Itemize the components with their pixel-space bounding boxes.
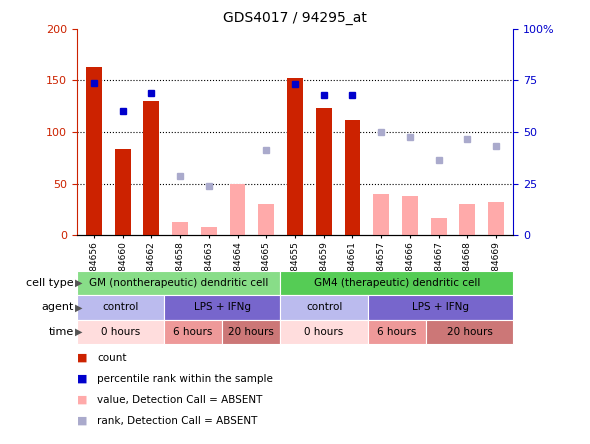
Text: 0 hours: 0 hours <box>304 327 344 337</box>
Text: ■: ■ <box>77 374 87 384</box>
Text: 0 hours: 0 hours <box>101 327 140 337</box>
Text: ▶: ▶ <box>75 302 83 313</box>
Text: ▶: ▶ <box>75 278 83 288</box>
Text: ■: ■ <box>77 395 87 405</box>
Bar <box>77 295 164 320</box>
Bar <box>164 320 222 344</box>
Text: percentile rank within the sample: percentile rank within the sample <box>97 374 273 384</box>
Bar <box>373 194 389 235</box>
Text: ■: ■ <box>77 353 87 363</box>
Text: time: time <box>48 327 74 337</box>
Text: 20 hours: 20 hours <box>228 327 274 337</box>
Bar <box>230 184 245 235</box>
Bar <box>86 67 102 235</box>
Text: value, Detection Call = ABSENT: value, Detection Call = ABSENT <box>97 395 263 405</box>
Text: ▶: ▶ <box>75 327 83 337</box>
Text: control: control <box>306 302 342 313</box>
Bar <box>143 101 159 235</box>
Bar <box>172 222 188 235</box>
Bar <box>368 320 426 344</box>
Bar <box>77 271 280 295</box>
Text: control: control <box>102 302 139 313</box>
Bar <box>222 320 280 344</box>
Text: 20 hours: 20 hours <box>447 327 493 337</box>
Bar <box>280 295 368 320</box>
Bar <box>460 204 475 235</box>
Bar <box>426 320 513 344</box>
Text: 6 hours: 6 hours <box>377 327 417 337</box>
Bar <box>345 120 360 235</box>
Bar <box>201 227 217 235</box>
Bar <box>368 295 513 320</box>
Bar <box>402 196 418 235</box>
Text: GM4 (therapeutic) dendritic cell: GM4 (therapeutic) dendritic cell <box>314 278 480 288</box>
Bar <box>287 79 303 235</box>
Text: 6 hours: 6 hours <box>173 327 213 337</box>
Text: ■: ■ <box>77 416 87 426</box>
Bar <box>488 202 504 235</box>
Text: LPS + IFNg: LPS + IFNg <box>412 302 469 313</box>
Text: agent: agent <box>41 302 74 313</box>
Bar <box>431 218 447 235</box>
Bar <box>164 295 280 320</box>
Text: cell type: cell type <box>26 278 74 288</box>
Text: GM (nontherapeutic) dendritic cell: GM (nontherapeutic) dendritic cell <box>89 278 268 288</box>
Bar <box>77 320 164 344</box>
Bar <box>316 108 332 235</box>
Text: LPS + IFNg: LPS + IFNg <box>194 302 251 313</box>
Bar <box>280 271 513 295</box>
Bar <box>258 204 274 235</box>
Text: count: count <box>97 353 127 363</box>
Text: rank, Detection Call = ABSENT: rank, Detection Call = ABSENT <box>97 416 258 426</box>
Bar <box>115 149 130 235</box>
Bar <box>280 320 368 344</box>
Text: GDS4017 / 94295_at: GDS4017 / 94295_at <box>223 11 367 25</box>
